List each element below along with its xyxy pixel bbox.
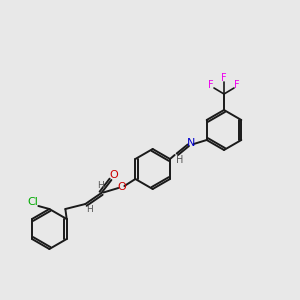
Text: H: H — [86, 206, 93, 214]
Text: N: N — [187, 138, 195, 148]
Text: O: O — [109, 170, 118, 180]
Text: O: O — [117, 182, 126, 192]
Text: H: H — [97, 181, 104, 190]
Text: F: F — [221, 73, 227, 83]
Text: F: F — [234, 80, 240, 90]
Text: F: F — [208, 80, 214, 90]
Text: H: H — [176, 155, 183, 165]
Text: Cl: Cl — [27, 197, 38, 207]
